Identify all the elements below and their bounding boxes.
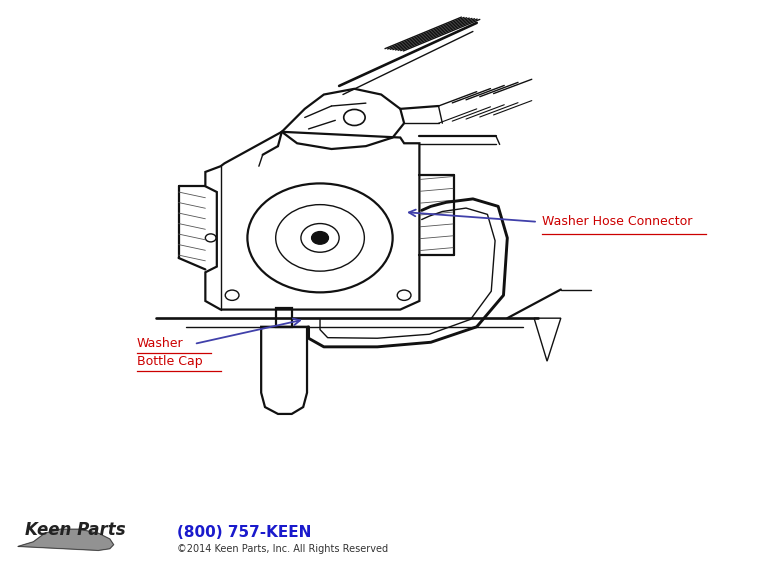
Text: Washer Hose Connector: Washer Hose Connector xyxy=(542,215,692,228)
Circle shape xyxy=(312,232,329,244)
Text: ©2014 Keen Parts, Inc. All Rights Reserved: ©2014 Keen Parts, Inc. All Rights Reserv… xyxy=(177,544,388,554)
Text: (800) 757-KEEN: (800) 757-KEEN xyxy=(177,525,311,540)
Text: Bottle Cap: Bottle Cap xyxy=(136,355,203,368)
Polygon shape xyxy=(18,529,114,551)
Text: Keen Parts: Keen Parts xyxy=(25,521,126,540)
Text: Washer: Washer xyxy=(136,337,183,350)
